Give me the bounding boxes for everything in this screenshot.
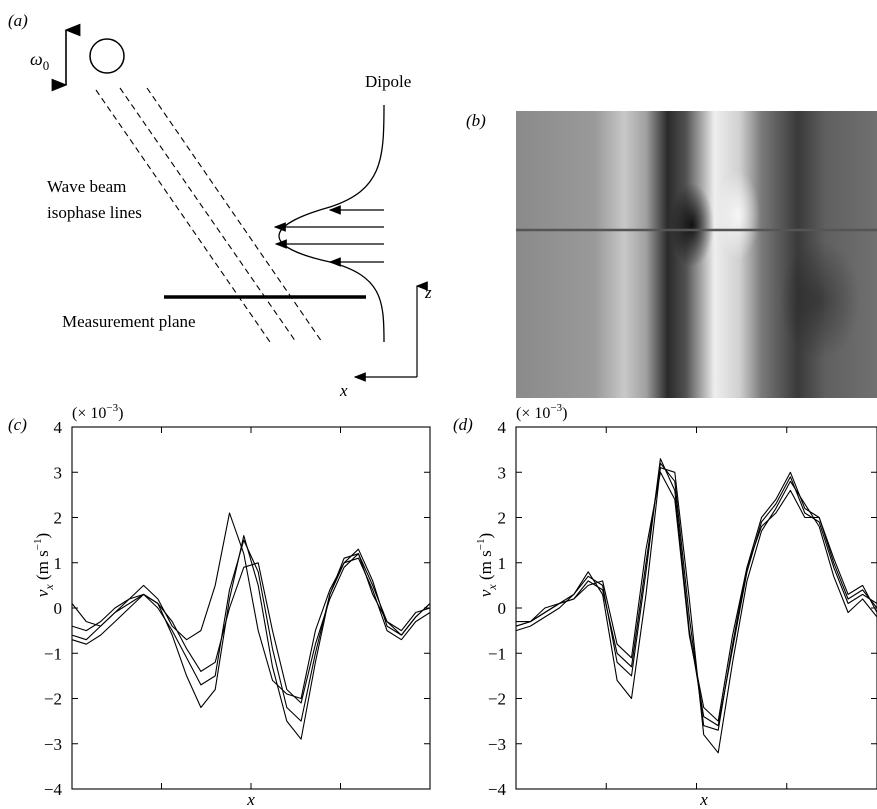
dipole-profile-curve xyxy=(278,104,385,343)
panel-d-ytick-label: −2 xyxy=(488,690,506,709)
panel-d-ytick-label: 0 xyxy=(498,599,507,618)
panel-d-scale-label: (× 10−3) xyxy=(516,402,567,422)
panel-d-ytick-label: −3 xyxy=(488,735,506,754)
panel-a-tag: (a) xyxy=(8,11,28,30)
isophase-line-2 xyxy=(119,87,297,343)
panel-d-series-2-line xyxy=(515,467,877,754)
panel-d-chart: (d) (× 10−3) vx (m s−1) x −4 −3 −2 −1 0 1 2 3 4 xyxy=(453,402,877,809)
panel-c-xlabel: x xyxy=(246,790,255,809)
panel-c-ylabel: vx (m s−1) xyxy=(32,533,56,597)
dark-spot xyxy=(670,183,714,267)
panel-c-ytick-label: 0 xyxy=(54,599,63,618)
panel-d-xlabel: x xyxy=(699,790,708,809)
panel-c-series-2-line xyxy=(71,535,431,740)
panel-c-series-4-line xyxy=(71,553,431,704)
panel-c-tag: (c) xyxy=(8,415,27,434)
panel-d-ytick-label: 4 xyxy=(498,418,507,437)
x-axis-label: x xyxy=(339,381,348,400)
dark-region-right xyxy=(780,240,860,360)
panel-c-frame xyxy=(71,426,431,790)
dipole-label: Dipole xyxy=(365,72,411,91)
panel-a-schematic: (a) ω0 Dipole Wave beam isophase lines M… xyxy=(8,11,432,400)
panel-c-scale-label: (× 10−3) xyxy=(72,402,123,422)
panel-d-series-1-line xyxy=(515,458,877,727)
panel-c-ytick-label: 3 xyxy=(54,463,63,482)
isophase-line-1 xyxy=(95,89,271,343)
wave-beam-label-2: isophase lines xyxy=(47,203,142,222)
panel-c-ytick-label: 4 xyxy=(54,418,63,437)
panel-b-image: (b) xyxy=(466,111,877,398)
panel-d-frame xyxy=(515,426,877,790)
panel-c-ytick-label: 2 xyxy=(54,509,63,528)
panel-d-ytick-label: 1 xyxy=(498,554,507,573)
panel-d-series-4-line xyxy=(516,471,877,722)
panel-d-ytick-label: −4 xyxy=(488,780,507,799)
panel-d-ytick-label: 3 xyxy=(498,463,507,482)
panel-d-ytick-label: −1 xyxy=(488,644,506,663)
wave-beam-label-1: Wave beam xyxy=(47,177,126,196)
panel-c-series-1-line xyxy=(71,512,431,700)
z-axis-label: z xyxy=(424,283,432,302)
panel-c-chart: (c) (× 10−3) vx (m s−1) x −4 −3 −2 −1 0 1 2 3 4 xyxy=(8,402,431,809)
panel-c-series-3-line xyxy=(71,539,431,722)
panel-c-ytick-label: 1 xyxy=(54,554,63,573)
measurement-plane-label: Measurement plane xyxy=(62,312,196,331)
panel-d-tag: (d) xyxy=(453,415,473,434)
panel-b-tag: (b) xyxy=(466,111,486,130)
isophase-line-3 xyxy=(146,87,323,343)
omega-label: ω0 xyxy=(30,49,49,73)
panel-c-ytick-label: −4 xyxy=(44,780,63,799)
panel-d-ytick-label: 2 xyxy=(498,509,507,528)
oscillating-sphere xyxy=(89,38,125,74)
panel-d-ylabel: vx (m s−1) xyxy=(475,533,499,597)
panel-c-ytick-label: −1 xyxy=(44,644,62,663)
light-spot xyxy=(716,170,760,260)
panel-c-ytick-label: −3 xyxy=(44,735,62,754)
panel-c-ytick-label: −2 xyxy=(44,690,62,709)
